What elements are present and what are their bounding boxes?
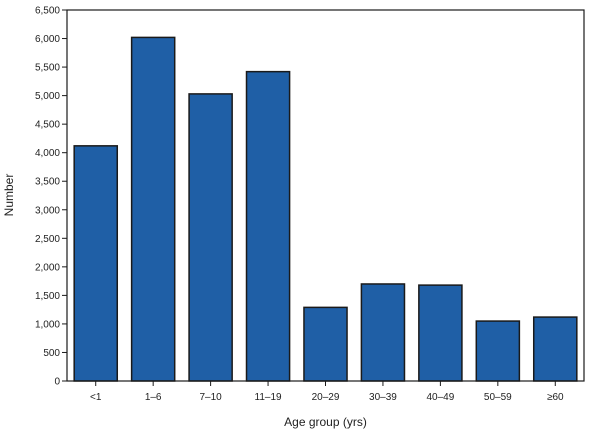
y-axis-title: Number <box>2 174 16 217</box>
bar <box>418 284 463 382</box>
bar <box>188 93 233 382</box>
x-tick-label: ≥60 <box>547 392 564 403</box>
bar <box>303 306 348 382</box>
y-tick-label: 1,000 <box>35 319 60 330</box>
y-tick-label: 1,500 <box>35 291 60 302</box>
y-tick-label: 2,000 <box>35 262 60 273</box>
x-tick-label: 11–19 <box>255 392 283 403</box>
y-tick-label: 2,500 <box>35 234 60 245</box>
y-tick-label: 0 <box>54 377 60 388</box>
bar <box>475 320 521 382</box>
y-tick-label: 6,500 <box>35 6 60 17</box>
x-tick-label: 50–59 <box>484 392 512 403</box>
bar <box>73 145 119 382</box>
bar <box>130 36 176 382</box>
x-tick-label: 40–49 <box>426 392 454 403</box>
x-axis-title: Age group (yrs) <box>284 415 367 429</box>
x-tick-label: 20–29 <box>312 392 340 403</box>
y-tick-label: 5,500 <box>35 63 60 74</box>
y-tick-label: 500 <box>43 348 60 359</box>
bars-group <box>73 36 578 382</box>
bar <box>245 70 291 382</box>
y-tick-label: 5,000 <box>35 91 60 102</box>
y-axis: 0 500 1,000 1,500 2,000 2,500 3,000 3,500 4,000 4… <box>35 6 67 388</box>
x-tick-label: 7–10 <box>199 392 222 403</box>
bar <box>360 283 406 382</box>
x-tick-label: <1 <box>90 392 102 403</box>
plot-frame <box>66 9 585 382</box>
x-tick-label: 1–6 <box>145 392 162 403</box>
bar <box>532 316 578 382</box>
x-axis: <1 1–6 7–10 11–19 20–29 30–39 40–49 50–59 ≥60 <box>90 381 564 403</box>
y-tick-label: 6,000 <box>35 34 60 45</box>
y-tick-label: 4,000 <box>35 148 60 159</box>
y-tick-label: 3,000 <box>35 205 60 216</box>
y-tick-label: 4,500 <box>35 120 60 131</box>
y-tick-label: 3,500 <box>35 177 60 188</box>
x-tick-label: 30–39 <box>369 392 397 403</box>
